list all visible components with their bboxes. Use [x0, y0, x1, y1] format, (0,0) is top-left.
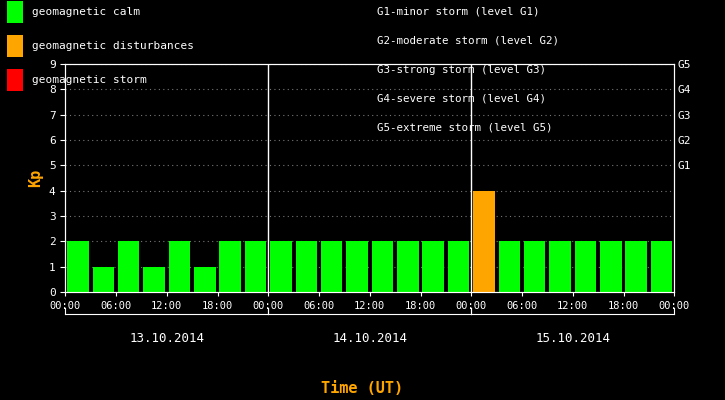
Y-axis label: Kp: Kp: [28, 169, 44, 187]
Bar: [93, 267, 114, 292]
Text: G1-minor storm (level G1): G1-minor storm (level G1): [377, 7, 539, 17]
Text: geomagnetic storm: geomagnetic storm: [32, 75, 146, 85]
Text: G2-moderate storm (level G2): G2-moderate storm (level G2): [377, 36, 559, 46]
Bar: [169, 241, 190, 292]
Bar: [448, 241, 469, 292]
Bar: [296, 241, 317, 292]
Text: geomagnetic calm: geomagnetic calm: [32, 7, 140, 17]
Text: geomagnetic disturbances: geomagnetic disturbances: [32, 41, 194, 51]
Bar: [473, 191, 494, 292]
Bar: [600, 241, 621, 292]
Text: 14.10.2014: 14.10.2014: [332, 332, 407, 345]
Text: 15.10.2014: 15.10.2014: [535, 332, 610, 345]
Text: G3-strong storm (level G3): G3-strong storm (level G3): [377, 65, 546, 74]
Bar: [499, 241, 520, 292]
Bar: [347, 241, 368, 292]
Bar: [575, 241, 596, 292]
Bar: [144, 267, 165, 292]
Bar: [220, 241, 241, 292]
Bar: [626, 241, 647, 292]
Bar: [651, 241, 672, 292]
Bar: [245, 241, 266, 292]
Bar: [270, 241, 291, 292]
Bar: [524, 241, 545, 292]
Bar: [423, 241, 444, 292]
Text: 13.10.2014: 13.10.2014: [129, 332, 204, 345]
Bar: [67, 241, 88, 292]
Bar: [550, 241, 571, 292]
Bar: [321, 241, 342, 292]
Bar: [372, 241, 393, 292]
Text: G5-extreme storm (level G5): G5-extreme storm (level G5): [377, 122, 552, 132]
Bar: [194, 267, 215, 292]
Bar: [397, 241, 418, 292]
Text: Time (UT): Time (UT): [321, 381, 404, 396]
Text: G4-severe storm (level G4): G4-severe storm (level G4): [377, 93, 546, 103]
Bar: [118, 241, 139, 292]
